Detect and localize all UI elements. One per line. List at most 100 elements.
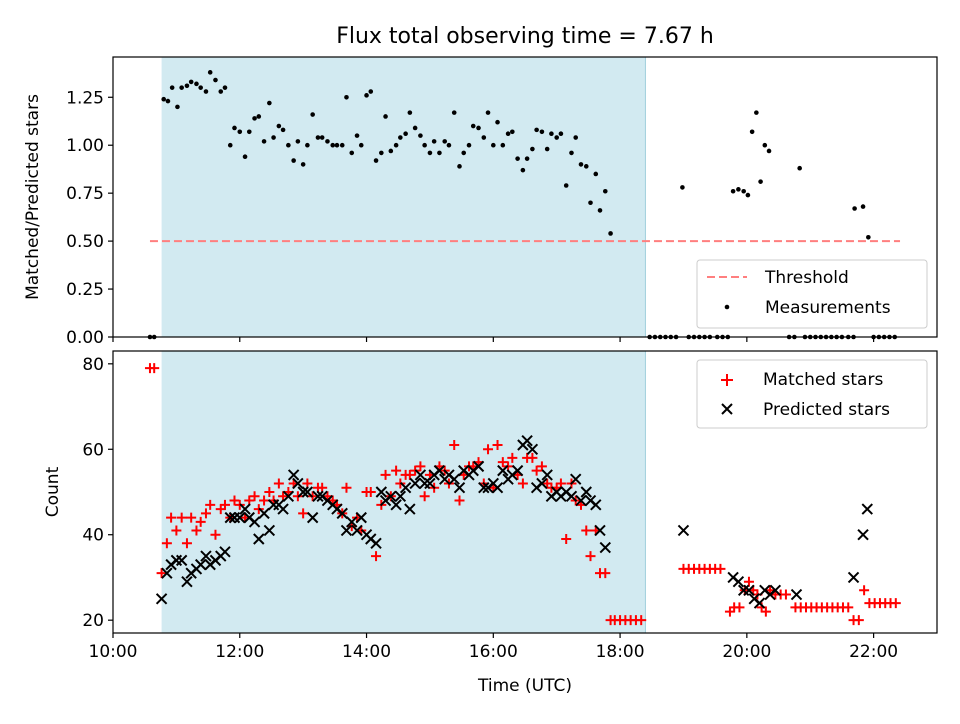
predicted-star-point bbox=[594, 524, 606, 537]
matched-star-point bbox=[210, 529, 221, 540]
measurement-point bbox=[184, 83, 190, 89]
predicted-star-point bbox=[478, 482, 490, 494]
matched-star-point bbox=[419, 491, 430, 502]
y-tick-label: 80 bbox=[82, 355, 104, 375]
matched-star-point bbox=[229, 495, 240, 506]
matched-star-point bbox=[219, 499, 230, 510]
predicted-star-point bbox=[769, 584, 782, 596]
predicted-star-point bbox=[472, 460, 485, 473]
measurement-point bbox=[505, 131, 511, 137]
predicted-star-point bbox=[346, 516, 358, 528]
measurement-point bbox=[485, 110, 491, 115]
measurement-point bbox=[280, 127, 286, 133]
measurement-point bbox=[232, 125, 237, 131]
measurement-point bbox=[207, 70, 213, 75]
predicted-star-point bbox=[847, 571, 860, 584]
measurement-point bbox=[758, 179, 763, 184]
predicted-star-point bbox=[497, 464, 509, 477]
ratio-axes-frame bbox=[112, 56, 938, 338]
predicted-star-point bbox=[399, 482, 412, 494]
x-tick-label: 14:00 bbox=[342, 642, 391, 662]
matched-star-point bbox=[581, 525, 592, 536]
matched-star-point bbox=[600, 568, 611, 579]
matched-star-point bbox=[166, 512, 177, 523]
measurement-point bbox=[461, 150, 467, 156]
y-tick-label: 60 bbox=[82, 440, 104, 460]
measurement-point bbox=[446, 142, 452, 148]
measurement-point bbox=[222, 85, 228, 90]
predicted-star-point bbox=[336, 507, 348, 520]
count-ticks: 20 40 60 80 10:00 12:00 14:00 16:00 18:00 20:00 22… bbox=[82, 355, 898, 662]
measurement-point bbox=[495, 119, 500, 125]
matched-star-point bbox=[561, 534, 572, 544]
predicted-star-point bbox=[424, 477, 436, 490]
chart-title: Flux total observing time = 7.67 h bbox=[336, 24, 714, 49]
matched-star-point bbox=[449, 440, 460, 450]
measurement-point bbox=[539, 129, 545, 135]
measurement-point bbox=[194, 81, 199, 87]
predicted-star-point bbox=[248, 516, 261, 528]
measurement-point bbox=[198, 85, 203, 90]
predicted-star-point bbox=[375, 486, 388, 498]
measurement-point bbox=[563, 183, 569, 188]
measurement-point bbox=[169, 85, 175, 90]
measurement-point bbox=[388, 148, 394, 154]
measurement-point bbox=[161, 96, 167, 102]
measurement-point bbox=[500, 142, 506, 148]
matched-star-point bbox=[176, 512, 187, 523]
predicted-star-point bbox=[258, 507, 270, 520]
predicted-star-point bbox=[200, 550, 212, 562]
predicted-star-point bbox=[287, 469, 300, 481]
count-y-axis-label: Count bbox=[43, 466, 63, 517]
predicted-star-point bbox=[491, 482, 504, 494]
measurement-point bbox=[852, 206, 857, 211]
measurement-point bbox=[762, 142, 768, 148]
legend-predicted-swatch bbox=[721, 403, 733, 415]
measurement-point bbox=[515, 156, 520, 161]
count-legend-box bbox=[696, 359, 928, 429]
matched-star-point bbox=[149, 363, 160, 374]
predicted-star-point bbox=[511, 464, 524, 477]
measurement-point bbox=[383, 114, 388, 119]
legend-predicted-label: Predicted stars bbox=[763, 400, 890, 420]
x-tick-label: 12:00 bbox=[215, 642, 264, 662]
predicted-star-point bbox=[448, 473, 460, 485]
matched-star-point bbox=[156, 568, 167, 579]
predicted-star-point bbox=[861, 503, 873, 515]
matched-star-point bbox=[200, 508, 211, 519]
measurement-point bbox=[252, 116, 257, 121]
measurement-point bbox=[358, 142, 364, 148]
matched-star-point bbox=[636, 615, 647, 626]
measurement-point bbox=[242, 154, 248, 160]
y-tick-label: 20 bbox=[82, 611, 104, 631]
measurement-point bbox=[457, 164, 462, 169]
predicted-star-point bbox=[370, 537, 382, 549]
x-tick-label: 22:00 bbox=[849, 642, 898, 662]
y-tick-label: 1.00 bbox=[66, 136, 104, 156]
measurement-point bbox=[866, 234, 871, 240]
predicted-star-point bbox=[599, 541, 611, 554]
measurement-point bbox=[300, 162, 306, 167]
measurement-point bbox=[749, 129, 755, 135]
predicted-star-point bbox=[312, 490, 324, 502]
measurement-point bbox=[175, 104, 180, 110]
predicted-star-point bbox=[161, 567, 173, 579]
predicted-star-point bbox=[253, 533, 265, 545]
measurement-point bbox=[608, 231, 613, 236]
measurement-point bbox=[470, 123, 476, 129]
legend-matched-swatch bbox=[721, 374, 733, 386]
measurement-point bbox=[261, 139, 267, 144]
measurement-point bbox=[510, 129, 515, 135]
measurement-point bbox=[741, 188, 746, 194]
predicted-star-point bbox=[536, 477, 548, 490]
measurement-point bbox=[403, 131, 408, 137]
measurement-point bbox=[754, 110, 759, 115]
predicted-star-point bbox=[385, 490, 397, 502]
measurement-point bbox=[569, 150, 574, 156]
predicted-star-point bbox=[355, 511, 367, 524]
measurement-point bbox=[593, 171, 599, 177]
measurement-point bbox=[319, 135, 325, 140]
measurement-point bbox=[442, 139, 448, 144]
matched-star-point bbox=[734, 602, 745, 613]
